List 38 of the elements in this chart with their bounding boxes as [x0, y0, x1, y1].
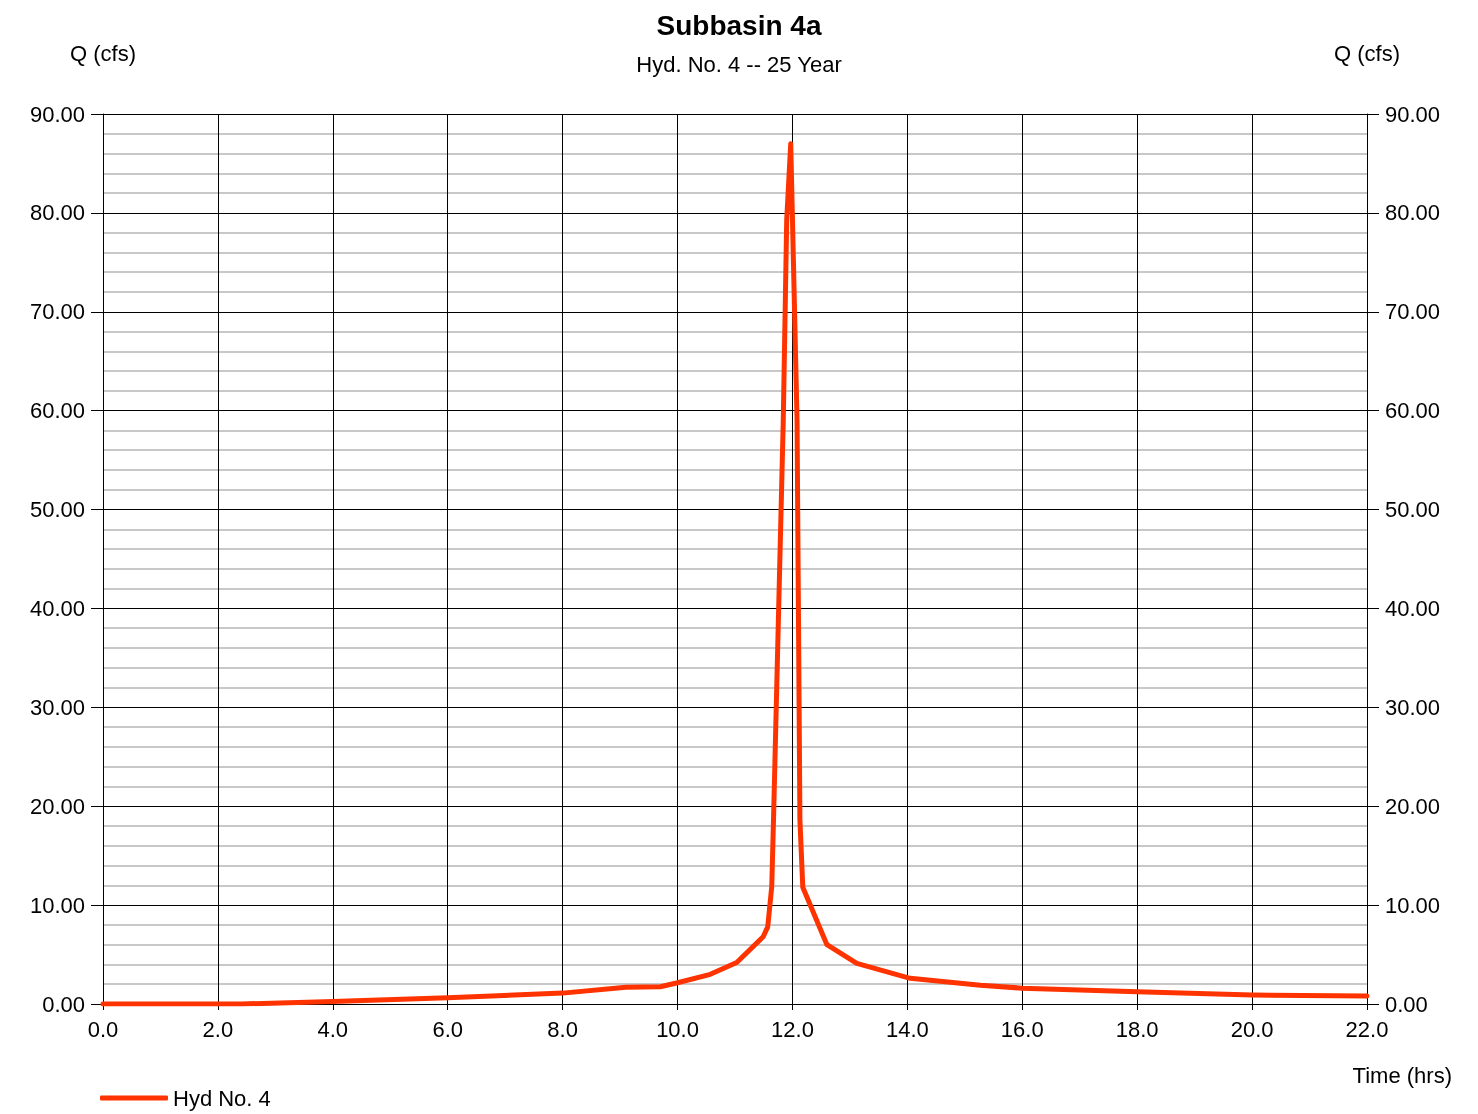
y-tick-label: 10.00	[29, 892, 85, 918]
y2-tick-label: 50.00	[1385, 497, 1441, 523]
y-tick-label: 30.00	[29, 694, 85, 720]
chart-subtitle: Hyd. No. 4 -- 25 Year	[636, 51, 842, 77]
y-tick-label: 20.00	[29, 793, 85, 819]
y2-tick-label: 60.00	[1385, 398, 1441, 424]
y-tick-label: 40.00	[29, 595, 85, 621]
y2-axis-title: Q (cfs)	[1334, 40, 1400, 66]
y-tick-label: 60.00	[29, 398, 85, 424]
y-tick-label: 70.00	[29, 299, 85, 325]
x-tick-label: 8.0	[547, 1016, 578, 1042]
y-tick-label: 0.00	[42, 991, 85, 1017]
x-tick-label: 2.0	[202, 1016, 234, 1042]
y-tick-label: 80.00	[29, 200, 85, 226]
x-tick-label: 16.0	[1000, 1016, 1044, 1042]
x-tick-label: 14.0	[885, 1016, 929, 1042]
x-axis-title: Time (hrs)	[1352, 1062, 1452, 1088]
y2-tick-label: 10.00	[1385, 892, 1441, 918]
legend-label: Hyd No. 4	[173, 1085, 271, 1111]
y-tick-label: 90.00	[29, 101, 85, 127]
x-tick-label: 4.0	[317, 1016, 349, 1042]
y2-tick-label: 0.00	[1385, 991, 1428, 1017]
y2-tick-label: 40.00	[1385, 595, 1441, 621]
x-tick-label: 22.0	[1345, 1016, 1389, 1042]
x-tick-label: 10.0	[656, 1016, 699, 1042]
x-tick-label: 6.0	[432, 1016, 464, 1042]
y-tick-label: 50.00	[29, 497, 85, 523]
y2-tick-label: 20.00	[1385, 793, 1441, 819]
x-tick-label: 12.0	[771, 1016, 814, 1042]
y2-tick-label: 30.00	[1385, 694, 1441, 720]
x-tick-label: 20.0	[1230, 1016, 1274, 1042]
y2-tick-label: 90.00	[1385, 101, 1441, 127]
chart-title: Subbasin 4a	[656, 9, 822, 41]
y2-tick-label: 80.00	[1385, 200, 1441, 226]
x-tick-label: 0.0	[87, 1016, 119, 1042]
x-tick-label: 18.0	[1115, 1016, 1159, 1042]
y2-tick-label: 70.00	[1385, 299, 1441, 325]
y-axis-title: Q (cfs)	[70, 40, 136, 66]
